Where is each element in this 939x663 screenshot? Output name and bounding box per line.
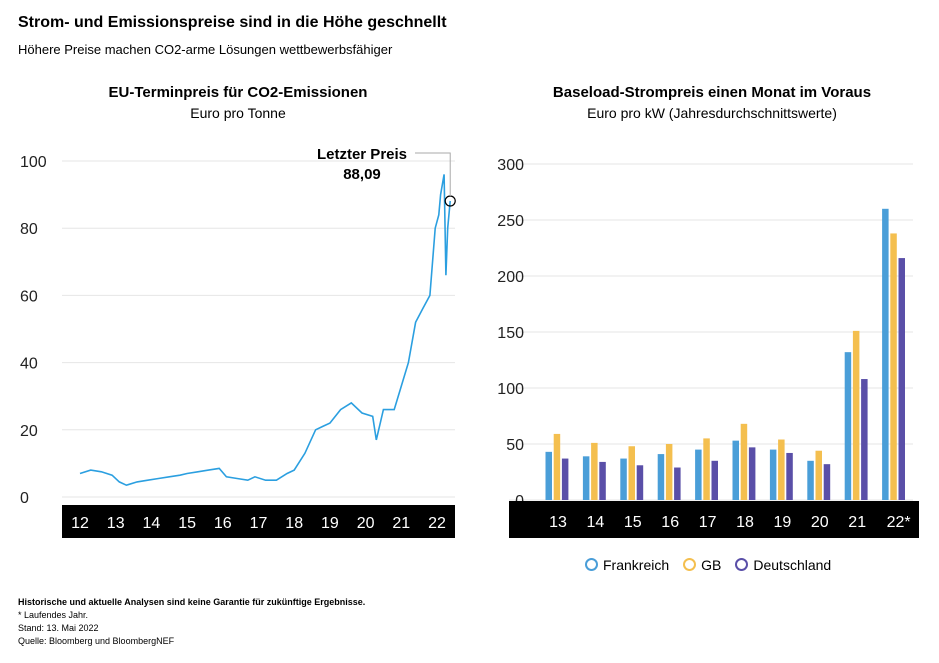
- bar-deutschland-16: [674, 467, 681, 500]
- bar-gb-15: [628, 446, 635, 500]
- bar-gb-17: [703, 438, 710, 500]
- y-tick-label: 300: [497, 157, 524, 174]
- circle-icon: [735, 558, 749, 571]
- bar-frankreich-13: [545, 451, 552, 500]
- legend-label: Deutschland: [753, 557, 832, 573]
- legend-item-frankreich: Frankreich: [585, 557, 669, 573]
- x-tick-label: 22: [428, 515, 446, 532]
- y-tick-label: 80: [20, 221, 38, 238]
- x-tick-label: 16: [214, 515, 232, 532]
- bar-deutschland-21: [861, 379, 868, 500]
- footer: Historische und aktuelle Analysen sind k…: [18, 596, 365, 648]
- bar-gb-18: [740, 423, 748, 500]
- y-tick-label: 60: [20, 288, 38, 305]
- bar-frankreich-14: [582, 456, 590, 500]
- x-tick-label: 13: [107, 515, 125, 532]
- bar-deutschland-15: [636, 465, 644, 500]
- bar-deutschland-19: [786, 452, 793, 500]
- y-tick-label: 100: [20, 154, 47, 171]
- legend-label: Frankreich: [603, 557, 670, 573]
- co2-price-line: [79, 174, 451, 487]
- x-tick-label: 16: [661, 514, 679, 531]
- x-axis-band: [62, 505, 455, 538]
- bar-gb-19: [778, 439, 785, 500]
- circle-icon: [683, 558, 697, 571]
- y-tick-label: 0: [20, 490, 29, 507]
- bar-frankreich-17: [695, 449, 702, 500]
- y-tick-label: 250: [497, 213, 524, 230]
- legend: Frankreich GB Deutschland: [585, 557, 831, 573]
- x-tick-label: 15: [624, 514, 642, 531]
- right-chart-subtitle: Euro pro kW (Jahresdurchschnittswerte): [587, 105, 837, 121]
- power-price-bar-chart: 05010015020025030013141516171819202122*: [497, 157, 919, 538]
- x-tick-label: 21: [848, 514, 866, 531]
- left-chart-subtitle: Euro pro Tonne: [190, 105, 286, 121]
- x-tick-label: 21: [392, 515, 410, 532]
- x-tick-label: 19: [774, 514, 792, 531]
- x-tick-label: 12: [71, 515, 89, 532]
- legend-label: GB: [701, 557, 722, 573]
- bar-frankreich-22*: [882, 208, 889, 501]
- bar-deutschland-14: [599, 461, 606, 500]
- x-tick-label: 18: [736, 514, 754, 531]
- annotation-label: Letzter Preis: [317, 146, 407, 163]
- disclaimer: Historische und aktuelle Analysen sind k…: [18, 597, 366, 607]
- bar-frankreich-19: [769, 449, 777, 500]
- bar-deutschland-17: [711, 460, 718, 500]
- footnote: * Laufendes Jahr.: [18, 610, 89, 620]
- bar-gb-22*: [890, 233, 897, 500]
- bar-gb-21: [852, 330, 860, 500]
- legend-item-gb: GB: [683, 557, 721, 573]
- figure-title: Strom- und Emissionspreise sind in die H…: [18, 14, 447, 31]
- bar-frankreich-16: [657, 454, 665, 500]
- bar-gb-14: [591, 442, 598, 500]
- y-tick-label: 150: [497, 325, 524, 342]
- bar-deutschland-13: [561, 458, 569, 500]
- legend-item-deutschland: Deutschland: [735, 557, 831, 573]
- bar-frankreich-20: [807, 460, 814, 500]
- x-tick-label: 22*: [887, 514, 911, 531]
- bar-gb-13: [553, 433, 561, 500]
- figure-subtitle: Höhere Preise machen CO2-arme Lösungen w…: [18, 42, 393, 57]
- y-tick-label: 50: [506, 437, 524, 454]
- date: Stand: 13. Mai 2022: [18, 623, 99, 633]
- circle-icon: [585, 558, 598, 571]
- y-tick-label: 20: [20, 423, 38, 440]
- x-tick-label: 14: [587, 514, 605, 531]
- x-tick-label: 13: [549, 514, 567, 531]
- x-tick-label: 17: [250, 515, 268, 532]
- x-tick-label: 20: [811, 514, 829, 531]
- bar-gb-16: [665, 444, 673, 500]
- bar-frankreich-18: [732, 440, 739, 500]
- y-tick-label: 200: [497, 269, 524, 286]
- bar-deutschland-22*: [898, 258, 905, 500]
- x-tick-label: 20: [357, 515, 375, 532]
- y-tick-label: 40: [20, 356, 38, 373]
- x-tick-label: 14: [143, 515, 161, 532]
- bar-frankreich-15: [620, 458, 627, 500]
- x-tick-label: 19: [321, 515, 339, 532]
- y-tick-label: 100: [497, 381, 524, 398]
- x-axis-band: [509, 501, 919, 538]
- bar-deutschland-20: [823, 464, 831, 500]
- co2-price-line-chart: 0 20 40 60 80 100 12 13 14 15 16 17 18 19 20 21 22 Letzte…: [20, 146, 456, 538]
- bar-gb-20: [815, 450, 822, 500]
- x-tick-label: 15: [178, 515, 196, 532]
- annotation-value: 88,09: [343, 166, 381, 183]
- x-tick-label: 18: [285, 515, 303, 532]
- right-chart-title: Baseload-Strompreis einen Monat im Vorau…: [552, 84, 872, 101]
- bar-frankreich-21: [844, 352, 852, 500]
- left-chart-title: EU-Terminpreis für CO2-Emissionen: [108, 84, 368, 101]
- bar-deutschland-18: [748, 447, 756, 500]
- annotation-leader: [415, 152, 451, 197]
- source: Quelle: Bloomberg und BloombergNEF: [18, 636, 175, 646]
- x-tick-label: 17: [699, 514, 717, 531]
